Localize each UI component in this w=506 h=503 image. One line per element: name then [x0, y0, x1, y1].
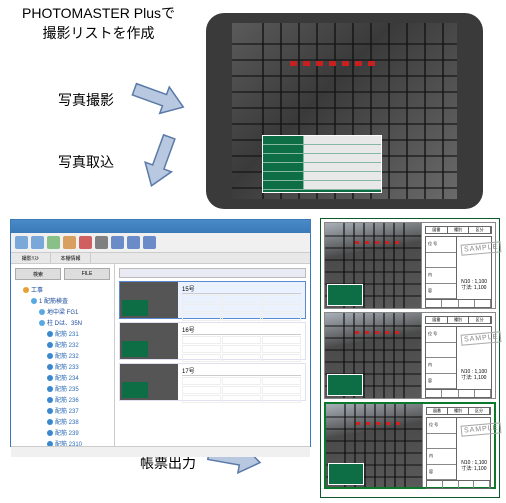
- tree-item[interactable]: 配筋 239: [15, 427, 110, 438]
- tree-item[interactable]: 地中梁 FG1: [15, 306, 110, 317]
- tree-item-icon: [47, 342, 53, 348]
- app-tab[interactable]: 撮影ﾘｽﾄ: [11, 253, 51, 263]
- tree-item-icon: [47, 364, 53, 370]
- output-form: 図番種別区分位 号内容SAMPLEN10 : 1,100 寸法: 1,100: [421, 223, 495, 308]
- sample-stamp: SAMPLE: [461, 241, 502, 255]
- tree-button[interactable]: FILE: [64, 268, 110, 280]
- tree-item[interactable]: 配筋 235: [15, 383, 110, 394]
- photo-data-panel: [262, 135, 382, 193]
- toolbar-icon[interactable]: [79, 236, 92, 249]
- arrow-shoot: [125, 72, 192, 130]
- tree-item[interactable]: 配筋 238: [15, 416, 110, 427]
- tree-item-icon: [39, 309, 45, 315]
- tree-item[interactable]: 配筋 2310: [15, 438, 110, 446]
- tree-item-icon: [31, 298, 37, 304]
- app-window: 撮影ﾘｽﾄ本棚情報 検索FILE 工事1 配筋検査地中梁 FG1柱 Dは、35N…: [10, 219, 311, 447]
- tree-button[interactable]: 検索: [15, 268, 61, 280]
- workflow-title: PHOTOMASTER Plusで 撮影リストを作成: [22, 4, 175, 43]
- list-info: 16号: [178, 323, 305, 359]
- output-form: 図番種別区分位 号内容SAMPLEN10 : 1,100 寸法: 1,100: [422, 404, 494, 487]
- tree-item-icon: [47, 353, 53, 359]
- toolbar-icon[interactable]: [95, 236, 108, 249]
- toolbar-icon[interactable]: [31, 236, 44, 249]
- output-document: 図番種別区分位 号内容SAMPLEN10 : 1,100 寸法: 1,100図番…: [320, 218, 500, 498]
- toolbar-icon[interactable]: [111, 236, 124, 249]
- list-item[interactable]: 16号: [119, 322, 306, 360]
- toolbar-icon[interactable]: [143, 236, 156, 249]
- tree-item-icon: [23, 287, 29, 293]
- app-list-panel: 15号 16号 17号: [115, 264, 310, 446]
- output-form: 図番種別区分位 号内容SAMPLEN10 : 1,100 寸法: 1,100: [421, 313, 495, 398]
- list-thumbnail: [120, 364, 178, 400]
- output-photo: [325, 223, 421, 308]
- list-item[interactable]: 17号: [119, 363, 306, 401]
- tree-item[interactable]: 配筋 232: [15, 339, 110, 350]
- list-thumbnail: [120, 282, 178, 318]
- tablet-screen: [232, 23, 457, 199]
- list-item[interactable]: 15号: [119, 281, 306, 319]
- arrow-import: [129, 127, 187, 194]
- tree-item-icon: [47, 430, 53, 436]
- list-info: 15号: [178, 282, 305, 318]
- app-statusbar: [11, 446, 310, 457]
- tree-item-icon: [39, 320, 45, 326]
- tree-item[interactable]: 配筋 232: [15, 350, 110, 361]
- output-row: 図番種別区分位 号内容SAMPLEN10 : 1,100 寸法: 1,100: [324, 312, 496, 399]
- app-tree-panel: 検索FILE 工事1 配筋検査地中梁 FG1柱 Dは、35N配筋 231配筋 2…: [11, 264, 115, 446]
- output-row: 図番種別区分位 号内容SAMPLEN10 : 1,100 寸法: 1,100: [324, 222, 496, 309]
- title-line2: 撮影リストを作成: [22, 24, 175, 44]
- output-photo: [326, 404, 422, 487]
- tree-item[interactable]: 配筋 237: [15, 405, 110, 416]
- app-tab[interactable]: 本棚情報: [51, 253, 91, 263]
- tree-item-icon: [47, 331, 53, 337]
- sample-stamp: SAMPLE: [461, 422, 502, 436]
- tree-item-icon: [47, 386, 53, 392]
- tree-item-icon: [47, 441, 53, 446]
- tree-item[interactable]: 工事: [15, 284, 110, 295]
- output-row: 図番種別区分位 号内容SAMPLEN10 : 1,100 寸法: 1,100: [324, 402, 496, 489]
- tree-item[interactable]: 配筋 233: [15, 361, 110, 372]
- output-photo: [325, 313, 421, 398]
- app-tabs: 撮影ﾘｽﾄ本棚情報: [11, 253, 310, 264]
- tree-item[interactable]: 配筋 236: [15, 394, 110, 405]
- label-import: 写真取込: [58, 152, 114, 172]
- toolbar-icon[interactable]: [63, 236, 76, 249]
- tree-item[interactable]: 配筋 231: [15, 328, 110, 339]
- tree-item-icon: [47, 375, 53, 381]
- app-toolbar: [11, 233, 310, 253]
- rebar-markers: [290, 61, 375, 66]
- rebar-photo: [232, 23, 457, 199]
- tree-item-icon: [47, 397, 53, 403]
- list-header: [119, 268, 306, 278]
- tree-item[interactable]: 1 配筋検査: [15, 295, 110, 306]
- toolbar-icon[interactable]: [15, 236, 28, 249]
- label-shoot: 写真撮影: [58, 90, 114, 110]
- tree-item[interactable]: 柱 Dは、35N: [15, 317, 110, 328]
- toolbar-icon[interactable]: [127, 236, 140, 249]
- list-thumbnail: [120, 323, 178, 359]
- sample-stamp: SAMPLE: [461, 331, 502, 345]
- list-info: 17号: [178, 364, 305, 400]
- tablet-device: [206, 13, 483, 209]
- tree-item[interactable]: 配筋 234: [15, 372, 110, 383]
- toolbar-icon[interactable]: [47, 236, 60, 249]
- app-titlebar: [11, 220, 310, 233]
- tree-item-icon: [47, 419, 53, 425]
- title-line1: PHOTOMASTER Plusで: [22, 4, 175, 24]
- tree-item-icon: [47, 408, 53, 414]
